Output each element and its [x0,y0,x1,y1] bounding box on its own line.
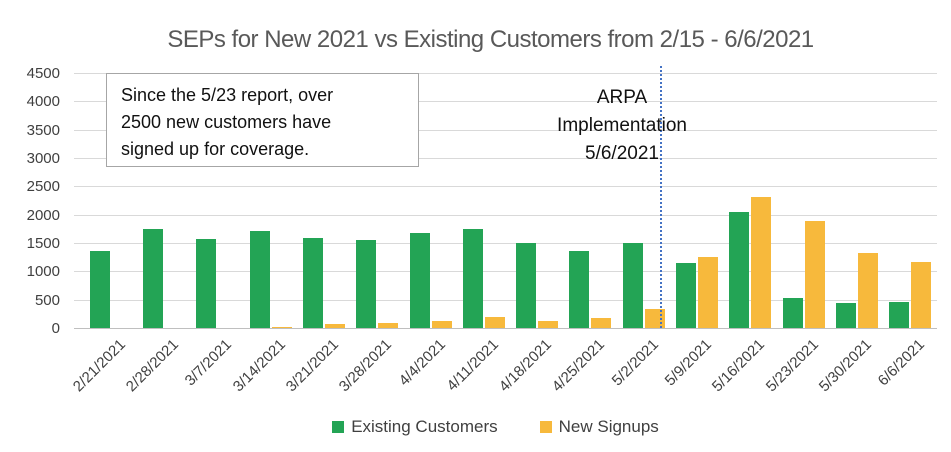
x-axis-tick-label: 3/28/2021 [336,336,396,396]
bar-new-signups [804,221,825,328]
y-axis-tick-label: 3500 [26,121,60,139]
bar-new-signups [271,327,292,328]
y-axis-tick-label: 3000 [26,150,60,167]
bar-new-signups [698,257,719,328]
y-axis-tick-label: 0 [51,320,60,337]
gridline [74,186,937,188]
chart-title: SEPs for New 2021 vs Existing Customers … [167,26,814,53]
bar-existing-customers [836,303,857,328]
bar-new-signups [324,324,345,328]
x-axis-tick-label: 3/21/2021 [282,336,342,396]
x-axis-tick-label: 4/11/2021 [443,336,502,395]
x-axis-tick-label: 3/7/2021 [181,336,236,390]
bar-existing-customers [782,298,803,328]
bar-existing-customers [356,240,377,328]
x-axis-tick-label: 5/2/2021 [608,336,662,390]
bar-new-signups [591,318,612,328]
gridline [74,101,937,103]
x-axis-tick-label: 4/4/2021 [395,336,449,390]
legend-label: Existing Customers [351,417,498,436]
bar-existing-customers [676,263,697,328]
arpa-annotation-line: Implementation [557,115,687,136]
bar-existing-customers [462,229,483,328]
y-axis-tick-label: 1000 [26,263,60,281]
legend-label: New Signups [558,417,659,436]
legend: Existing Customers New Signups [40,417,951,437]
bar-existing-customers [142,229,163,328]
legend-swatch-green [332,421,345,433]
gridline [74,328,937,329]
x-axis-tick-label: 5/16/2021 [709,336,769,396]
bar-existing-customers [569,251,590,328]
bar-existing-customers [622,243,643,328]
bar-existing-customers [196,239,217,328]
bar-existing-customers [89,251,110,328]
y-axis-tick-label: 2500 [26,178,60,196]
bar-new-signups [644,309,665,328]
x-axis-tick-label: 4/18/2021 [495,336,556,396]
gridline [74,243,937,244]
arpa-implementation-vline [660,66,662,328]
gridline [74,214,937,216]
x-axis-tick-label: 2/28/2021 [122,336,182,396]
bar-existing-customers [302,238,323,328]
bar-new-signups [911,262,932,328]
bar-new-signups [431,321,452,328]
gridline [74,271,937,273]
gridline [74,73,937,74]
y-axis-tick-label: 1500 [26,235,60,252]
bar-existing-customers [516,243,537,328]
legend-item-new-signups: New Signups [539,417,659,437]
annotation-line: 2500 new customers have [121,112,332,132]
legend-swatch-yellow [539,421,552,433]
y-axis-tick-label: 2000 [26,206,60,224]
arpa-annotation-line: ARPA [596,87,648,108]
arpa-annotation: ARPA Implementation 5/6/2021 [538,84,706,168]
annotation-textbox: Since the 5/23 report, over 2500 new cus… [106,73,419,167]
arpa-annotation-line: 5/6/2021 [585,143,659,164]
bar-existing-customers [889,302,910,328]
legend-item-existing-customers: Existing Customers [332,417,498,437]
bar-new-signups [538,321,559,328]
x-axis-tick-label: 4/25/2021 [549,336,609,396]
y-axis-tick-label: 500 [34,291,60,309]
annotation-line: signed up for coverage. [121,139,310,159]
y-axis-tick-label: 4500 [26,65,60,82]
bar-new-signups [751,197,772,328]
x-axis-tick-label: 2/21/2021 [69,336,129,396]
bar-existing-customers [729,212,750,328]
x-axis-tick-label: 6/6/2021 [875,336,929,390]
x-axis-tick-label: 5/23/2021 [762,336,822,396]
x-axis-tick-label: 5/9/2021 [661,336,716,390]
bar-new-signups [858,253,879,328]
gridline [74,158,937,159]
bar-new-signups [484,317,505,328]
bar-existing-customers [249,231,270,328]
gridline [74,129,937,131]
x-axis-tick-label: 5/30/2021 [815,336,876,396]
bar-existing-customers [409,233,430,328]
y-axis-tick-label: 4000 [26,93,60,111]
x-axis-tick-label: 3/14/2021 [229,336,289,396]
bar-new-signups [378,323,399,328]
gridline [74,299,937,301]
annotation-line: Since the 5/23 report, over [121,85,334,105]
